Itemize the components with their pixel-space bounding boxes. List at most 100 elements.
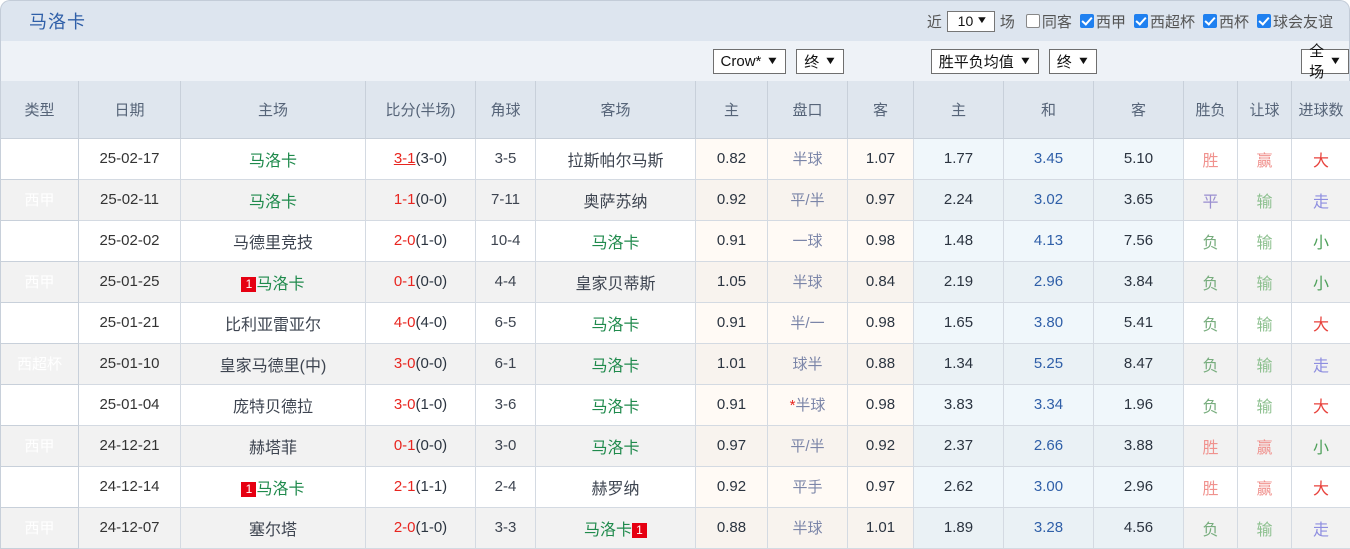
- period-select[interactable]: 全场 ▼: [1301, 49, 1349, 74]
- full-time-score: 3-0: [394, 355, 416, 372]
- away-team-cell[interactable]: 拉斯帕尔马斯: [536, 138, 696, 179]
- score-cell[interactable]: 2-1(1-1): [366, 466, 476, 507]
- col-eu-away[interactable]: 客: [1094, 81, 1184, 138]
- home-team-cell[interactable]: 庞特贝德拉: [181, 384, 366, 425]
- col-eu-draw[interactable]: 和: [1004, 81, 1094, 138]
- result-handicap-cell: 赢: [1238, 138, 1292, 179]
- col-asia-home[interactable]: 主: [696, 81, 768, 138]
- col-result-goals[interactable]: 进球数: [1292, 81, 1350, 138]
- score-cell[interactable]: 1-1(0-0): [366, 179, 476, 220]
- eu-away-odds-cell: 1.96: [1094, 384, 1184, 425]
- result-goals-cell: 走: [1292, 343, 1350, 384]
- asia-odds-selectors: Crow* ▼ 终 ▼: [673, 41, 883, 81]
- eu-draw-odds-cell: 2.96: [1004, 261, 1094, 302]
- away-team-cell[interactable]: 马洛卡: [536, 425, 696, 466]
- match-date-cell: 24-12-14: [79, 466, 181, 507]
- col-asia-handicap[interactable]: 盘口: [768, 81, 848, 138]
- comp-checkbox-laliga[interactable]: [1080, 14, 1094, 28]
- result-handicap-cell: 输: [1238, 384, 1292, 425]
- col-home[interactable]: 主场: [181, 81, 366, 138]
- comp-checkbox-cup[interactable]: [1203, 14, 1217, 28]
- recent-count-select[interactable]: 10 ▼: [947, 11, 995, 32]
- score-cell[interactable]: 2-0(1-0): [366, 507, 476, 548]
- corner-cell: 3-6: [476, 384, 536, 425]
- col-score[interactable]: 比分(半场): [366, 81, 476, 138]
- comp-checkbox-supercup[interactable]: [1134, 14, 1148, 28]
- score-cell[interactable]: 3-0(1-0): [366, 384, 476, 425]
- col-type[interactable]: 类型: [1, 81, 79, 138]
- home-team-cell[interactable]: 马洛卡: [181, 179, 366, 220]
- europe-odds-select[interactable]: 胜平负均值 ▼: [931, 49, 1039, 74]
- score-cell[interactable]: 0-1(0-0): [366, 425, 476, 466]
- match-history-panel: 马洛卡 近 10 ▼ 场 同客 西甲 西超杯 西杯 球会友谊 Crow*: [0, 0, 1350, 510]
- result-handicap-cell: 输: [1238, 507, 1292, 548]
- corner-cell: 7-11: [476, 179, 536, 220]
- handicap-star-icon: *: [790, 397, 796, 414]
- away-team-cell[interactable]: 奥萨苏纳: [536, 179, 696, 220]
- bookmaker-select[interactable]: Crow* ▼: [713, 49, 787, 74]
- result-wdl-cell: 负: [1184, 302, 1238, 343]
- asia-handicap-cell: 半/一: [768, 302, 848, 343]
- bookmaker-stage-select[interactable]: 终 ▼: [796, 49, 844, 74]
- home-team-cell[interactable]: 比利亚雷亚尔: [181, 302, 366, 343]
- away-team-cell[interactable]: 赫罗纳: [536, 466, 696, 507]
- home-team-cell[interactable]: 马洛卡: [181, 138, 366, 179]
- eu-draw-odds-cell: 2.66: [1004, 425, 1094, 466]
- team-name: 马洛卡: [591, 317, 639, 334]
- score-cell[interactable]: 0-1(0-0): [366, 261, 476, 302]
- away-team-cell[interactable]: 马洛卡: [536, 384, 696, 425]
- asia-away-odds-cell: 0.98: [848, 384, 914, 425]
- chevron-down-icon: ▼: [1076, 56, 1090, 67]
- chevron-down-icon: ▼: [766, 56, 780, 67]
- eu-draw-odds-cell: 3.45: [1004, 138, 1094, 179]
- col-asia-away[interactable]: 客: [848, 81, 914, 138]
- result-goals-cell: 大: [1292, 384, 1350, 425]
- away-team-cell[interactable]: 皇家贝蒂斯: [536, 261, 696, 302]
- away-team-cell[interactable]: 马洛卡: [536, 302, 696, 343]
- team-name: 赫罗纳: [591, 481, 639, 498]
- team-name: 马洛卡: [249, 153, 297, 170]
- comp-checkbox-friendly[interactable]: [1257, 14, 1271, 28]
- result-wdl-cell: 平: [1184, 179, 1238, 220]
- asia-home-odds-cell: 0.91: [696, 302, 768, 343]
- col-corner[interactable]: 角球: [476, 81, 536, 138]
- home-team-cell[interactable]: 马德里竞技: [181, 220, 366, 261]
- away-team-cell[interactable]: 马洛卡: [536, 343, 696, 384]
- score-cell[interactable]: 3-0(0-0): [366, 343, 476, 384]
- score-cell[interactable]: 3-1(3-0): [366, 138, 476, 179]
- col-away[interactable]: 客场: [536, 81, 696, 138]
- home-team-cell[interactable]: 塞尔塔: [181, 507, 366, 548]
- col-date[interactable]: 日期: [79, 81, 181, 138]
- away-team-cell[interactable]: 马洛卡: [536, 220, 696, 261]
- asia-home-odds-cell: 0.92: [696, 179, 768, 220]
- result-wdl-cell: 胜: [1184, 425, 1238, 466]
- col-eu-home[interactable]: 主: [914, 81, 1004, 138]
- score-cell[interactable]: 4-0(4-0): [366, 302, 476, 343]
- same-away-checkbox[interactable]: [1026, 14, 1040, 28]
- asia-away-odds-cell: 0.98: [848, 220, 914, 261]
- asia-home-odds-cell: 0.97: [696, 425, 768, 466]
- comp-label-friendly: 球会友谊: [1273, 11, 1333, 32]
- result-goals-cell: 小: [1292, 425, 1350, 466]
- col-result-wdl[interactable]: 胜负: [1184, 81, 1238, 138]
- score-cell[interactable]: 2-0(1-0): [366, 220, 476, 261]
- europe-stage-select[interactable]: 终 ▼: [1049, 49, 1097, 74]
- home-team-cell[interactable]: 皇家马德里(中): [181, 343, 366, 384]
- eu-draw-odds-cell: 3.28: [1004, 507, 1094, 548]
- home-team-cell[interactable]: 赫塔菲: [181, 425, 366, 466]
- col-result-handicap[interactable]: 让球: [1238, 81, 1292, 138]
